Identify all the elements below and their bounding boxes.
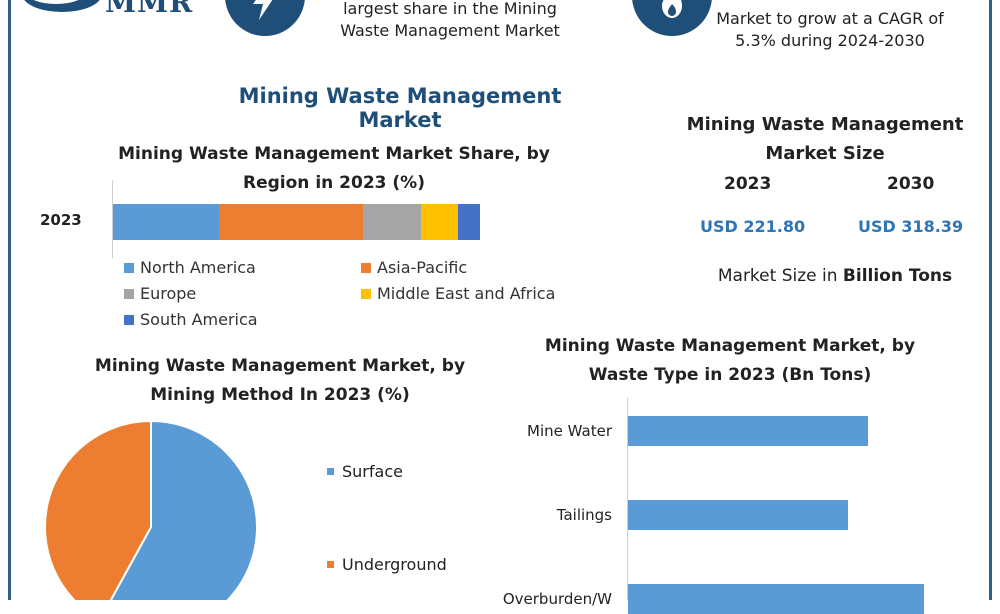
legend-asia-pacific: Asia-Pacific xyxy=(361,258,467,277)
legend-swatch xyxy=(124,314,134,325)
main-title: Mining Waste Management Market xyxy=(238,84,562,132)
region-bar-segment-middle-east-and-africa xyxy=(421,204,458,240)
market-size-unit-prefix: Market Size in xyxy=(717,266,843,286)
mmr-logo: MMR xyxy=(0,0,210,18)
pie-legend-swatch xyxy=(327,468,334,475)
lightning-icon xyxy=(253,0,273,20)
flame-icon xyxy=(662,0,682,18)
legend-swatch xyxy=(361,262,371,273)
top-middle-line2: Waste Management Market xyxy=(340,21,560,40)
legend-europe: Europe xyxy=(124,284,196,303)
region-bar-segment-south-america xyxy=(457,204,480,240)
pie-legend-label: Underground xyxy=(342,555,447,574)
legend-label: Middle East and Africa xyxy=(377,284,556,303)
logo-swoosh-icon xyxy=(24,0,100,12)
legend-label: Europe xyxy=(140,284,197,303)
pie-legend-surface: Surface xyxy=(327,462,403,481)
market-size-title-line2: Market Size xyxy=(765,143,885,164)
top-right-text: Market to grow at a CAGR of 5.3% during … xyxy=(710,8,950,52)
market-size-year-2023: 2023 xyxy=(724,174,772,194)
region-stacked-bar xyxy=(113,204,480,240)
market-size-unit: Market Size in Billion Tons xyxy=(690,266,980,286)
waste-type-title-line2: Waste Type in 2023 (Bn Tons) xyxy=(588,365,872,385)
region-bar-segment-asia-pacific xyxy=(219,204,363,240)
legend-label: South America xyxy=(140,310,258,329)
pie-legend-underground: Underground xyxy=(327,555,447,574)
pie-slice-surface xyxy=(109,419,258,600)
region-chart-axis xyxy=(112,180,113,258)
waste-type-title-line1: Mining Waste Management Market, by xyxy=(544,336,916,356)
waste-bar-tailings xyxy=(628,500,848,530)
waste-bar-label: Mine Water xyxy=(527,422,612,440)
logo-text: MMR xyxy=(105,0,194,18)
top-right-line1: Market to grow at a CAGR of xyxy=(716,9,944,28)
market-size-title-line1: Mining Waste Management xyxy=(686,114,964,135)
legend-swatch xyxy=(124,288,134,299)
market-size-title: Mining Waste Management Market Size xyxy=(660,110,990,168)
region-title-line2: Region in 2023 (%) xyxy=(243,173,425,193)
top-middle-text: largest share in the Mining Waste Manage… xyxy=(320,0,580,42)
region-category-label: 2023 xyxy=(40,211,82,229)
market-size-year-2030: 2030 xyxy=(887,174,935,194)
top-middle-line1: largest share in the Mining xyxy=(343,0,557,18)
waste-bar-mine-water xyxy=(628,416,868,446)
region-chart-title: Mining Waste Management Market Share, by… xyxy=(100,140,568,198)
waste-bar-label: Tailings xyxy=(556,506,612,524)
mining-method-chart-title: Mining Waste Management Market, by Minin… xyxy=(60,352,500,410)
legend-south-america: South America xyxy=(124,310,258,329)
region-bar-segment-europe xyxy=(362,204,422,240)
waste-type-axis xyxy=(627,398,628,600)
market-size-value-2030: USD 318.39 xyxy=(858,217,964,236)
legend-swatch xyxy=(361,288,371,299)
region-bar-segment-north-america xyxy=(113,204,220,240)
region-title-line1: Mining Waste Management Market Share, by xyxy=(118,144,550,164)
pie-legend-swatch xyxy=(327,561,334,568)
legend-swatch xyxy=(124,262,134,273)
legend-north-america: North America xyxy=(124,258,256,277)
legend-middle-east-africa: Middle East and Africa xyxy=(361,284,555,303)
pie-slice-underground xyxy=(44,419,152,600)
mining-method-title-line1: Mining Waste Management Market, by xyxy=(94,356,466,376)
waste-bar-overburden-w xyxy=(628,584,924,614)
mining-method-title-line2: Mining Method In 2023 (%) xyxy=(150,385,410,405)
market-size-value-2023: USD 221.80 xyxy=(700,217,806,236)
top-right-line2: 5.3% during 2024-2030 xyxy=(735,31,925,50)
legend-label: North America xyxy=(140,258,256,277)
mining-method-pie xyxy=(44,419,258,600)
pie-legend-label: Surface xyxy=(342,462,403,481)
waste-bar-label: Overburden/W xyxy=(502,590,612,608)
market-size-unit-bold: Billion Tons xyxy=(842,266,953,286)
infographic-frame xyxy=(8,0,992,600)
waste-type-chart-title: Mining Waste Management Market, by Waste… xyxy=(520,332,940,390)
legend-label: Asia-Pacific xyxy=(377,258,468,277)
